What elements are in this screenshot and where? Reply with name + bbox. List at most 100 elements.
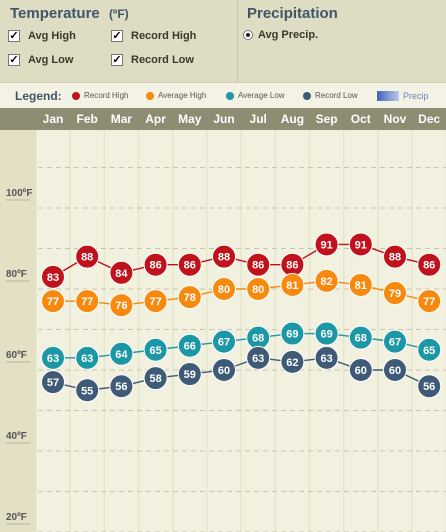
data-label: 69	[286, 329, 298, 341]
month-label: Apr	[145, 112, 166, 126]
data-point	[143, 252, 168, 277]
temperature-title: Temperature (ºF)	[10, 5, 129, 22]
legend-item-precip: Precip	[377, 91, 429, 101]
data-label: 88	[218, 252, 230, 264]
data-label: 68	[252, 333, 264, 345]
y-tick-label: 100ºF	[6, 188, 32, 199]
month-label: May	[178, 112, 202, 126]
data-label: 56	[115, 381, 127, 393]
data-label: 55	[81, 385, 93, 397]
data-point	[143, 366, 168, 391]
data-label: 59	[184, 369, 196, 381]
data-point	[212, 358, 236, 382]
data-label: 76	[115, 300, 127, 312]
data-label: 77	[81, 296, 93, 308]
data-label: 68	[355, 333, 367, 345]
precipitation-panel: Precipitation Avg Precip.	[237, 0, 446, 82]
avg-low-label: Avg Low	[28, 54, 74, 66]
data-point	[41, 345, 65, 370]
data-label: 66	[184, 341, 196, 353]
month-label: Nov	[383, 112, 407, 126]
record-low-label: Record Low	[131, 54, 194, 66]
avg-precip-label: Avg Precip.	[258, 29, 319, 41]
data-label: 81	[286, 280, 298, 292]
precip-swatch-icon	[377, 91, 399, 101]
record-high-label: Record High	[131, 30, 197, 42]
legend-label: Average Low	[238, 91, 285, 100]
data-point	[417, 289, 442, 314]
data-point	[280, 349, 305, 374]
data-point	[41, 264, 65, 289]
month-label: Feb	[76, 112, 98, 126]
data-label: 86	[149, 260, 161, 272]
y-tick-label: 20ºF	[6, 512, 27, 523]
data-point	[177, 333, 202, 358]
data-point	[314, 268, 339, 293]
avg-precip-radio[interactable]: Avg Precip.	[243, 29, 318, 41]
data-label: 67	[389, 337, 401, 349]
month-label: Mar	[110, 112, 133, 126]
data-label: 60	[389, 365, 401, 377]
data-label: 80	[218, 284, 230, 296]
data-label: 60	[218, 365, 230, 377]
legend-item-average-high: Average High	[146, 91, 206, 100]
data-label: 77	[149, 296, 161, 308]
data-point	[348, 272, 373, 297]
data-point	[109, 341, 134, 366]
data-point	[314, 232, 339, 257]
data-label: 57	[47, 377, 59, 389]
y-axis-panel	[0, 130, 36, 532]
data-point	[109, 260, 134, 285]
legend-label: Record High	[84, 91, 129, 100]
data-point	[246, 277, 271, 301]
data-point	[212, 277, 236, 301]
y-tick-label: 80ºF	[6, 269, 27, 280]
data-label: 60	[355, 365, 367, 377]
data-point	[246, 252, 271, 277]
data-point	[143, 337, 168, 362]
data-label: 62	[286, 357, 298, 369]
month-label: Oct	[350, 112, 371, 126]
month-label: Aug	[280, 112, 305, 126]
temperature-panel: Temperature (ºF) ✓ Avg High ✓ Record Hig…	[0, 0, 236, 82]
data-point	[177, 285, 202, 310]
data-label: 80	[252, 284, 264, 296]
data-label: 77	[47, 296, 59, 308]
month-label: Jul	[249, 112, 267, 126]
month-label: Dec	[418, 112, 441, 126]
avg-high-checkbox[interactable]: ✓ Avg High	[8, 30, 76, 42]
record-high-checkbox[interactable]: ✓ Record High	[111, 30, 196, 42]
data-label: 79	[389, 288, 401, 300]
data-label: 91	[320, 239, 332, 251]
data-label: 63	[81, 353, 93, 365]
data-point	[75, 378, 100, 403]
data-point	[41, 289, 65, 314]
data-point	[212, 329, 236, 354]
data-label: 84	[115, 268, 128, 280]
avg-low-checkbox[interactable]: ✓ Avg Low	[8, 54, 73, 66]
data-label: 82	[320, 276, 332, 288]
data-point	[109, 293, 134, 318]
month-header: Jan Feb Mar Apr May Jun Jul Aug Sep Oct Nov Dec	[0, 108, 446, 130]
month-label: Jan	[42, 112, 64, 126]
checkbox-checked-icon: ✓	[111, 54, 123, 66]
data-point	[417, 374, 442, 399]
y-tick-label: 60ºF	[6, 350, 27, 361]
data-point	[417, 252, 442, 277]
checkbox-checked-icon: ✓	[8, 54, 20, 66]
temperature-unit: (ºF)	[108, 7, 129, 21]
record-low-checkbox[interactable]: ✓ Record Low	[111, 54, 194, 66]
data-point	[383, 329, 407, 354]
data-point	[75, 289, 100, 314]
data-point	[383, 358, 407, 382]
data-label: 65	[423, 345, 435, 357]
data-label: 86	[252, 260, 264, 272]
legend-dot-icon	[72, 91, 80, 100]
data-point	[143, 289, 168, 314]
month-label: Sep	[315, 112, 338, 126]
data-label: 78	[184, 292, 196, 304]
legend-label: Precip	[403, 91, 429, 101]
checkbox-checked-icon: ✓	[111, 30, 123, 42]
avg-high-label: Avg High	[28, 30, 76, 42]
legend-item-average-low: Average Low	[226, 91, 285, 100]
